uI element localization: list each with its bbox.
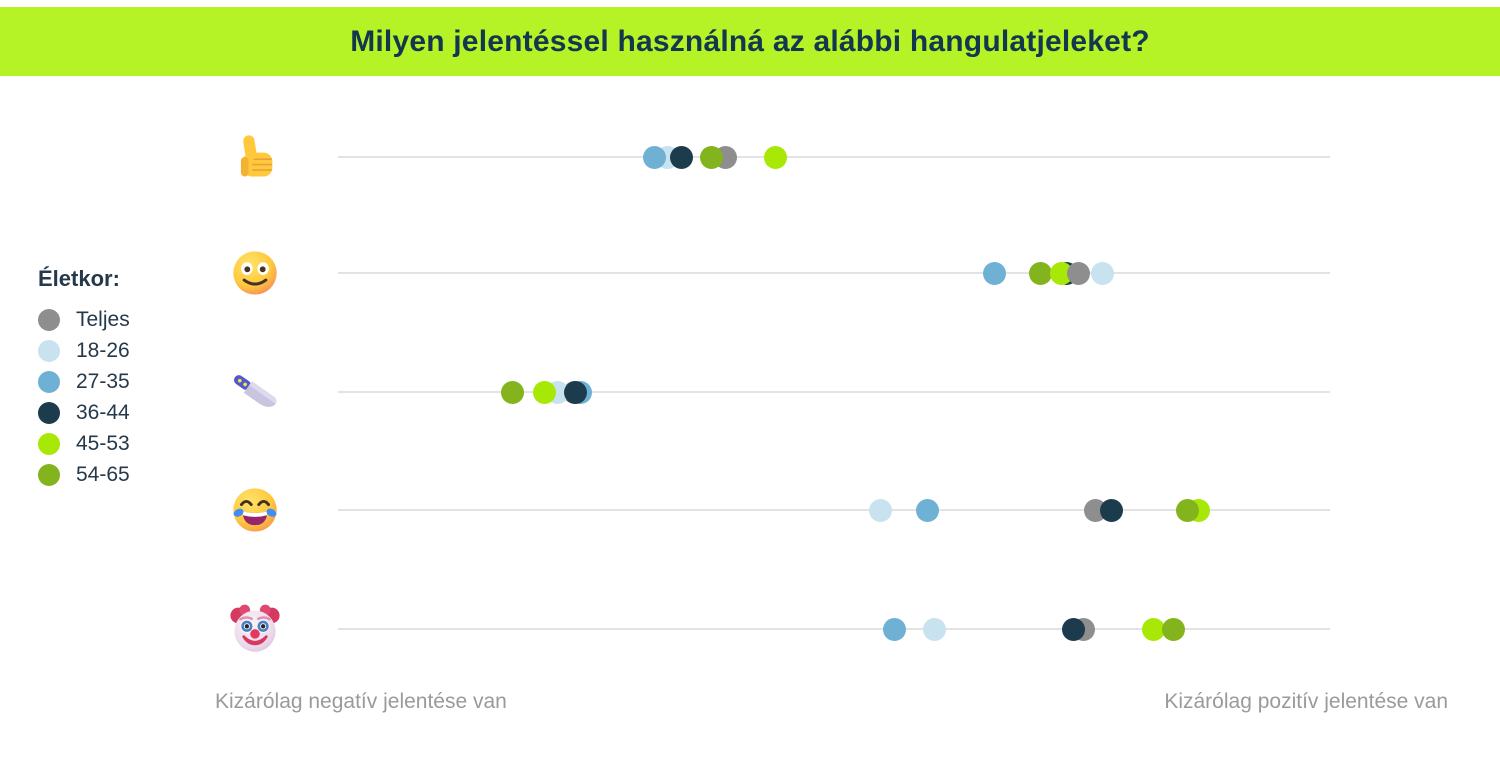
data-dot-45-53 xyxy=(1049,261,1073,285)
legend-item: 27-35 xyxy=(38,366,130,397)
slightly-smiling-face-emoji xyxy=(229,247,281,299)
legend-swatch xyxy=(38,401,60,424)
legend-swatch xyxy=(38,463,60,486)
data-dot-18-26 xyxy=(869,498,893,522)
chart-row-knife xyxy=(0,362,1500,422)
data-dot-27-35 xyxy=(642,145,666,169)
legend-heading: Életkor: xyxy=(38,266,120,291)
legend-swatch xyxy=(38,370,60,393)
legend-swatch xyxy=(38,432,60,455)
data-dot-45-53 xyxy=(532,380,556,404)
face-with-tears-of-joy-emoji xyxy=(229,484,281,536)
legend-label: 36-44 xyxy=(76,400,130,424)
data-dot-54-65 xyxy=(1161,617,1185,641)
kitchen-knife-emoji xyxy=(229,366,281,418)
data-dot-36-44 xyxy=(1061,617,1085,641)
legend-item: 45-53 xyxy=(38,428,130,459)
axis-label-positive: Kizárólag pozitív jelentése van xyxy=(1164,690,1448,713)
data-dot-36-44 xyxy=(669,145,693,169)
legend-swatch xyxy=(38,339,60,362)
chart-row-tears-of-joy xyxy=(0,480,1500,540)
thumbs-up-emoji xyxy=(229,131,281,183)
axis-line xyxy=(338,156,1330,158)
legend-label: 54-65 xyxy=(76,462,130,486)
data-dot-45-53 xyxy=(1141,617,1165,641)
data-dot-18-26 xyxy=(1091,261,1115,285)
axis-line xyxy=(338,272,1330,274)
clown-face-emoji xyxy=(229,603,281,655)
legend-items: Teljes 18-26 27-35 36-44 45-53 54-65 xyxy=(38,304,130,490)
age-legend: Életkor: Teljes 18-26 27-35 36-44 45-53 54-65 xyxy=(38,266,130,490)
legend-label: 45-53 xyxy=(76,431,130,455)
data-dot-18-26 xyxy=(922,617,946,641)
legend-item: 54-65 xyxy=(38,459,130,490)
legend-label: Teljes xyxy=(76,307,130,331)
data-dot-54-65 xyxy=(1175,498,1199,522)
legend-item: Teljes xyxy=(38,304,130,335)
legend-item: 36-44 xyxy=(38,397,130,428)
chart-row-clown xyxy=(0,599,1500,659)
data-dot-Teljes xyxy=(1066,261,1090,285)
page-title: Milyen jelentéssel használná az alábbi h… xyxy=(350,24,1150,58)
title-banner: Milyen jelentéssel használná az alábbi h… xyxy=(0,7,1500,76)
data-dot-36-44 xyxy=(1100,498,1124,522)
chart-row-smiling-face xyxy=(0,243,1500,303)
axis-line xyxy=(338,509,1330,511)
axis-line xyxy=(338,628,1330,630)
axis-line xyxy=(338,391,1330,393)
data-dot-27-35 xyxy=(983,261,1007,285)
legend-label: 27-35 xyxy=(76,369,130,393)
data-dot-54-65 xyxy=(501,380,525,404)
legend-label: 18-26 xyxy=(76,338,130,362)
legend-item: 18-26 xyxy=(38,335,130,366)
axis-label-negative: Kizárólag negatív jelentése van xyxy=(215,690,507,713)
data-dot-45-53 xyxy=(763,145,787,169)
data-dot-54-65 xyxy=(1028,261,1052,285)
data-dot-36-44 xyxy=(563,380,587,404)
legend-swatch xyxy=(38,308,60,331)
data-dot-54-65 xyxy=(700,145,724,169)
chart-row-thumbs-up xyxy=(0,127,1500,187)
data-dot-27-35 xyxy=(883,617,906,641)
data-dot-27-35 xyxy=(915,498,939,522)
